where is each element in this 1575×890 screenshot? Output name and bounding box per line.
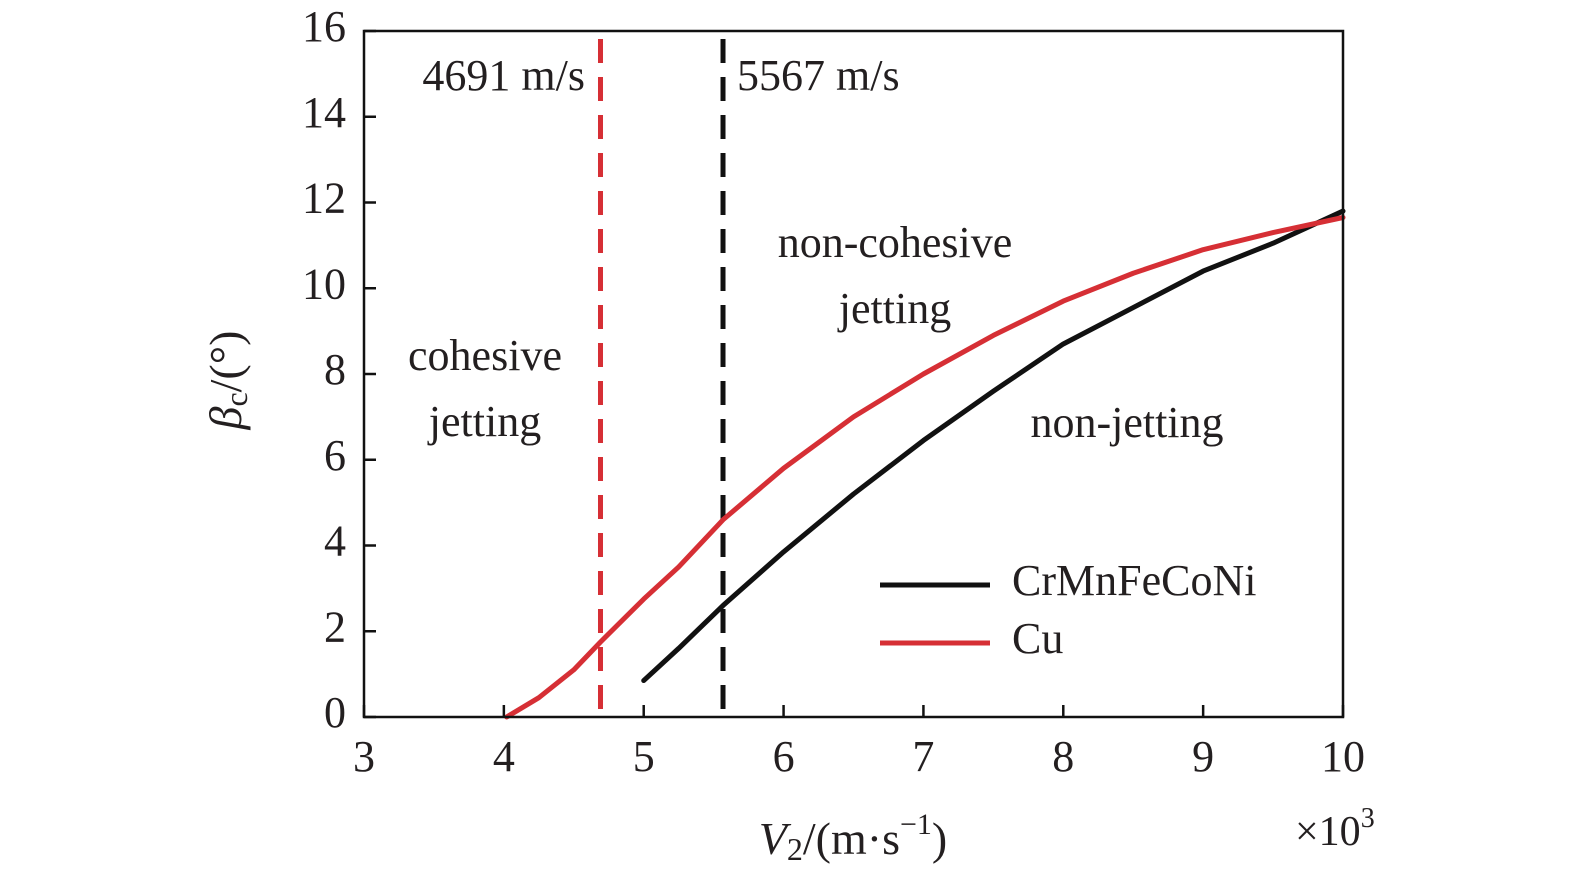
region-annotation: cohesive [408, 331, 562, 380]
y-label-subscript: c [218, 392, 254, 406]
y-tick-label: 16 [302, 2, 346, 51]
region-annotation: non-jetting [1030, 398, 1223, 447]
series-line [504, 215, 1346, 720]
x-tick-label: 8 [1052, 732, 1074, 781]
region-annotation: jetting [427, 397, 541, 446]
x-multiplier-power: 3 [1361, 803, 1375, 834]
x-multiplier: ×103 [1295, 803, 1375, 854]
legend-label: Cu [1012, 614, 1063, 663]
x-multiplier-base: ×10 [1295, 809, 1361, 855]
region-annotation: jetting [837, 284, 951, 333]
y-tick-label: 12 [302, 174, 346, 223]
x-tick-label: 3 [353, 732, 375, 781]
y-tick-label: 0 [324, 688, 346, 737]
y-tick-label: 4 [324, 517, 346, 566]
y-tick-label: 6 [324, 431, 346, 480]
y-label-symbol: β [200, 406, 251, 430]
x-label-symbol: V [759, 813, 792, 864]
x-label-unit: /(m·s [803, 813, 900, 864]
legend-label: CrMnFeCoNi [1012, 556, 1256, 605]
region-annotation: non-cohesive [778, 218, 1013, 267]
series-line [641, 208, 1346, 684]
y-tick-label: 8 [324, 345, 346, 394]
x-tick-label: 10 [1321, 732, 1365, 781]
x-label-power: −1 [900, 808, 932, 841]
x-label-subscript: 2 [787, 831, 803, 867]
threshold-label: 4691 m/s [422, 51, 585, 100]
x-tick-label: 9 [1192, 732, 1214, 781]
x-tick-label: 6 [773, 732, 795, 781]
y-axis-label: βc/(°) [200, 331, 255, 431]
x-tick-label: 5 [633, 732, 655, 781]
x-tick-label: 7 [912, 732, 934, 781]
y-tick-label: 2 [324, 602, 346, 651]
y-label-unit: /(°) [200, 331, 251, 393]
y-tick-label: 14 [302, 88, 346, 137]
x-label-unit-end: ) [932, 813, 947, 864]
threshold-label: 5567 m/s [737, 51, 900, 100]
x-tick-label: 4 [493, 732, 515, 781]
y-tick-label: 10 [302, 259, 346, 308]
x-axis-label: V2/(m·s−1) [759, 808, 947, 867]
